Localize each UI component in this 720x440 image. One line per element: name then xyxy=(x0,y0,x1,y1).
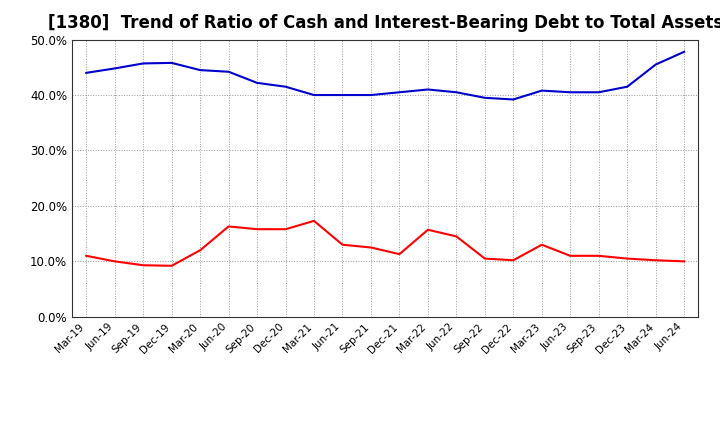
Cash xyxy=(282,227,290,232)
Interest-Bearing Debt xyxy=(338,92,347,98)
Cash xyxy=(509,257,518,263)
Interest-Bearing Debt xyxy=(423,87,432,92)
Cash xyxy=(225,224,233,229)
Interest-Bearing Debt xyxy=(452,90,461,95)
Cash xyxy=(366,245,375,250)
Interest-Bearing Debt xyxy=(537,88,546,93)
Cash xyxy=(595,253,603,258)
Line: Interest-Bearing Debt: Interest-Bearing Debt xyxy=(86,52,684,99)
Cash xyxy=(395,252,404,257)
Interest-Bearing Debt xyxy=(395,90,404,95)
Cash xyxy=(139,263,148,268)
Cash xyxy=(82,253,91,258)
Cash xyxy=(566,253,575,258)
Cash xyxy=(167,263,176,268)
Cash xyxy=(110,259,119,264)
Interest-Bearing Debt xyxy=(110,66,119,71)
Interest-Bearing Debt xyxy=(595,90,603,95)
Title: [1380]  Trend of Ratio of Cash and Interest-Bearing Debt to Total Assets: [1380] Trend of Ratio of Cash and Intere… xyxy=(48,15,720,33)
Interest-Bearing Debt xyxy=(480,95,489,100)
Interest-Bearing Debt xyxy=(509,97,518,102)
Interest-Bearing Debt xyxy=(282,84,290,89)
Cash xyxy=(652,257,660,263)
Interest-Bearing Debt xyxy=(167,60,176,66)
Cash xyxy=(310,218,318,224)
Cash xyxy=(196,248,204,253)
Cash xyxy=(253,227,261,232)
Interest-Bearing Debt xyxy=(253,80,261,85)
Cash xyxy=(338,242,347,247)
Interest-Bearing Debt xyxy=(310,92,318,98)
Cash xyxy=(423,227,432,232)
Cash xyxy=(452,234,461,239)
Interest-Bearing Debt xyxy=(366,92,375,98)
Cash xyxy=(537,242,546,247)
Cash xyxy=(480,256,489,261)
Interest-Bearing Debt xyxy=(566,90,575,95)
Interest-Bearing Debt xyxy=(623,84,631,89)
Interest-Bearing Debt xyxy=(680,49,688,55)
Interest-Bearing Debt xyxy=(652,62,660,67)
Interest-Bearing Debt xyxy=(82,70,91,76)
Interest-Bearing Debt xyxy=(196,67,204,73)
Interest-Bearing Debt xyxy=(139,61,148,66)
Interest-Bearing Debt xyxy=(225,69,233,74)
Cash xyxy=(623,256,631,261)
Cash xyxy=(680,259,688,264)
Line: Cash: Cash xyxy=(86,221,684,266)
